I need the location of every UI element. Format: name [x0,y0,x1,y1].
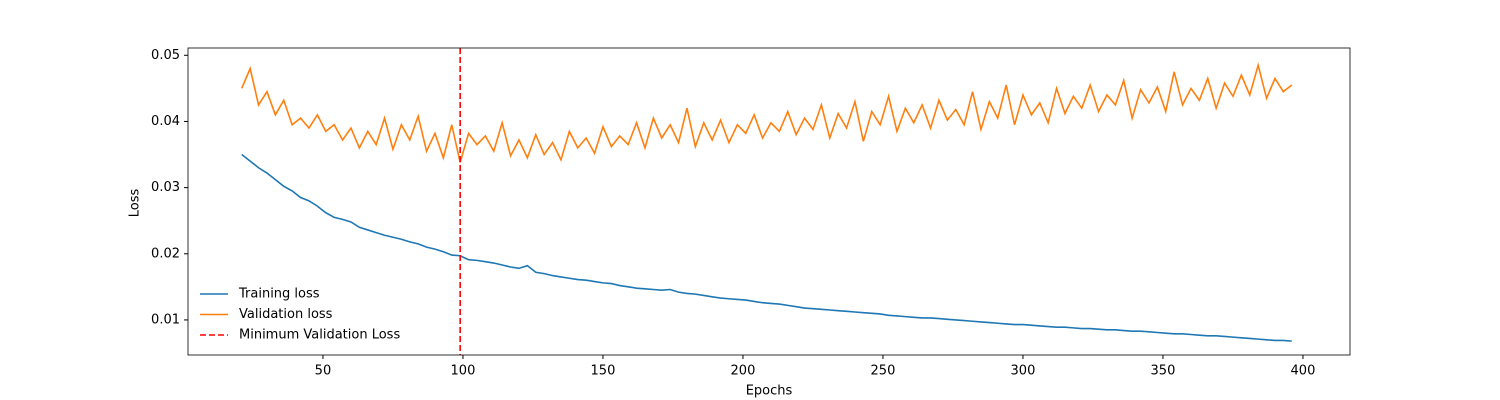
legend-label: Training loss [238,287,320,302]
plot-frame [187,47,1351,356]
series-line [241,153,1292,342]
y-tick-label: 0.02 [151,246,180,261]
x-tick-label: 400 [1291,364,1316,379]
legend-label: Minimum Validation Loss [239,328,400,343]
y-tick-label: 0.01 [151,312,180,327]
x-tick-label: 200 [731,364,756,379]
y-tick-label: 0.04 [151,114,180,129]
x-tick-label: 250 [871,364,896,379]
y-axis-label: Loss [128,189,143,218]
y-tick-label: 0.05 [151,48,180,63]
x-tick-label: 100 [451,364,476,379]
y-tick-label: 0.03 [151,180,180,195]
x-tick-label: 150 [591,364,616,379]
x-tick-label: 50 [315,364,332,379]
legend-label: Validation loss [239,307,333,322]
x-tick-label: 300 [1011,364,1036,379]
x-axis-label: Epochs [746,384,793,399]
x-tick-label: 350 [1151,364,1176,379]
series-line [241,62,1293,163]
